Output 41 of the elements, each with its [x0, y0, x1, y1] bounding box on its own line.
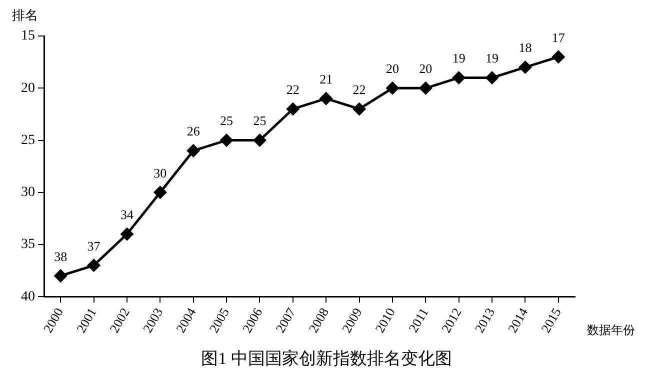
data-label: 21: [320, 71, 333, 86]
y-tick-label: 40: [21, 289, 35, 304]
point: [54, 270, 67, 282]
y-axis-title: 排名: [12, 8, 38, 24]
point: [419, 82, 432, 94]
point: [552, 50, 565, 64]
data-label: 25: [253, 113, 266, 128]
y-tick-label: 25: [21, 132, 35, 148]
point: [353, 102, 366, 116]
point: [320, 92, 332, 105]
data-label: 20: [386, 61, 399, 76]
point: [154, 186, 166, 199]
point: [88, 259, 100, 272]
y-tick-label: 30: [21, 185, 35, 200]
text: 图1 中国国家创新指数排名变化图: [200, 348, 453, 370]
point: [253, 134, 266, 147]
data-label: 20: [419, 61, 432, 76]
data-label: 22: [286, 82, 300, 97]
data-label: 26: [186, 124, 200, 139]
point: [452, 71, 466, 84]
point: [386, 82, 399, 94]
y-tick-label: 15: [21, 28, 35, 44]
data-label: 19: [486, 50, 499, 66]
y-tick-label: 20: [21, 80, 35, 96]
data-label: 18: [518, 40, 532, 56]
point: [120, 228, 134, 240]
y-tick-label: 35: [21, 237, 35, 252]
x-axis-title: 数据年份: [587, 323, 635, 338]
point: [486, 71, 498, 84]
data-label: 22: [352, 82, 366, 97]
point: [220, 134, 233, 147]
data-label: 37: [87, 238, 101, 254]
data-label: 34: [120, 207, 134, 222]
point: [518, 61, 532, 74]
data-label: 19: [452, 50, 466, 66]
data-label: 17: [552, 30, 566, 45]
data-label: 38: [54, 248, 68, 264]
point: [286, 102, 300, 116]
data-label: 25: [220, 113, 234, 128]
point: [187, 144, 200, 157]
data-label: 30: [154, 165, 167, 180]
